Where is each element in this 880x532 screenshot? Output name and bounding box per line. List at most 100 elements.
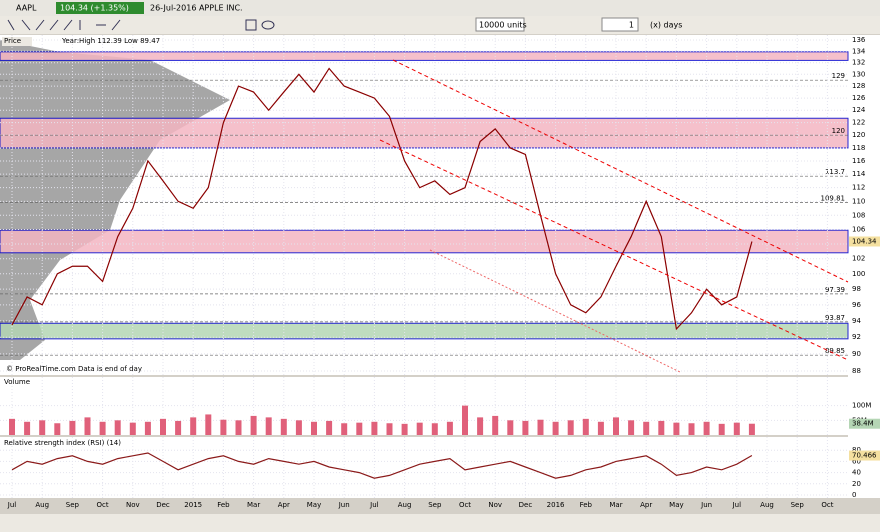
y-tick-label: 80 xyxy=(852,446,861,454)
zone xyxy=(0,322,849,340)
last-value-label: 70.466 xyxy=(852,452,877,460)
level-label: 109.81 xyxy=(821,195,846,203)
x-tick-label: Oct xyxy=(459,501,471,509)
y-tick-label: 126 xyxy=(852,94,866,102)
x-tick-label: Apr xyxy=(640,501,652,509)
price-info: Year:High 112.39 Low 89.47 xyxy=(61,37,160,45)
bar xyxy=(250,415,257,435)
level-label: 113.7 xyxy=(825,168,845,176)
bar xyxy=(235,420,242,435)
bar xyxy=(748,423,755,435)
x-tick-label: Aug xyxy=(398,501,412,509)
y-tick-label: 120 xyxy=(852,131,865,139)
y-tick-label: 128 xyxy=(852,82,865,90)
bar xyxy=(39,420,46,435)
bar xyxy=(84,417,91,435)
x-tick-label: Jun xyxy=(338,501,350,509)
y-tick-label: 100M xyxy=(852,402,871,410)
y-tick-label: 136 xyxy=(852,36,866,44)
bar xyxy=(205,414,212,435)
x-tick-label: Mar xyxy=(609,501,622,509)
bar xyxy=(507,420,514,435)
level-label: 97.39 xyxy=(825,286,845,294)
tool-icons[interactable] xyxy=(7,19,275,31)
symbol: AAPL xyxy=(16,4,37,13)
period-field[interactable] xyxy=(601,17,639,32)
y-tick-label: 40 xyxy=(852,469,861,477)
bar xyxy=(567,420,574,435)
bar xyxy=(416,422,423,435)
bar xyxy=(688,423,695,435)
y-tick-label: 134 xyxy=(852,47,866,55)
quote-bar xyxy=(0,0,880,16)
y-tick-label: 110 xyxy=(852,197,865,205)
quote: 104.34 (+1.35%) xyxy=(60,4,129,13)
bar xyxy=(673,422,680,435)
series-line xyxy=(11,452,753,479)
plot: 129 120 113.7 109.81 97.39 93.87 89.85 xyxy=(0,35,849,498)
y-tick-label: 122 xyxy=(852,119,865,127)
x-tick-label: Oct xyxy=(97,501,109,509)
zone xyxy=(0,117,849,149)
units-field[interactable] xyxy=(475,17,525,32)
x-tick-label: Jul xyxy=(369,501,379,509)
x-tick-label: 2015 xyxy=(184,501,202,509)
y-tick-label: 132 xyxy=(852,59,865,67)
y-tick-label: 0 xyxy=(852,491,856,499)
units: 10000 units xyxy=(479,21,527,30)
bar xyxy=(537,419,544,435)
rsi-label: Relative strength index (RSI) (14) xyxy=(4,439,121,447)
y-tick-label: 124 xyxy=(852,106,866,114)
series-line xyxy=(11,67,753,331)
bar xyxy=(597,421,604,435)
x-tick-label: Sep xyxy=(66,501,80,509)
last-value-box xyxy=(849,450,880,461)
last-value-label: 104.34 xyxy=(852,237,877,245)
y-tick-label: 112 xyxy=(852,184,865,192)
trend-line xyxy=(379,139,849,361)
x-tick-label: Dec xyxy=(519,501,533,509)
y-tick-label: 60 xyxy=(852,457,861,465)
bar xyxy=(114,420,121,435)
x-tick-label: Sep xyxy=(791,501,805,509)
x-tick-label: Apr xyxy=(278,501,290,509)
bar xyxy=(401,423,408,435)
bar xyxy=(386,423,393,435)
bar xyxy=(326,420,333,435)
bar xyxy=(462,405,468,435)
value-label: 38.4M xyxy=(852,420,874,428)
bar xyxy=(356,422,363,435)
x-tick-label: Oct xyxy=(821,501,833,509)
last-value-box xyxy=(849,236,880,247)
zone xyxy=(0,229,849,254)
bar xyxy=(160,418,166,435)
rsi-panel xyxy=(0,437,848,498)
bar xyxy=(190,417,197,435)
bar xyxy=(477,417,484,435)
y-tick-label: 130 xyxy=(852,70,865,78)
bar xyxy=(99,421,106,435)
x-tick-label: Feb xyxy=(217,501,230,509)
y-tick-label: 116 xyxy=(852,157,866,165)
bar xyxy=(733,422,740,435)
y-tick-label: 108 xyxy=(852,211,865,219)
x-tick-label: Nov xyxy=(488,501,502,509)
volume-label: Volume xyxy=(4,378,30,386)
bar xyxy=(492,415,499,435)
y-tick-label: 92 xyxy=(852,333,861,341)
y-tick-label: 100 xyxy=(852,270,865,278)
level-label: 93.87 xyxy=(825,314,845,322)
y-tick-label: 114 xyxy=(852,170,866,178)
bar xyxy=(703,421,710,435)
bar xyxy=(175,420,182,435)
y-tick-label: 98 xyxy=(852,285,861,293)
x-tick-label: Mar xyxy=(247,501,260,509)
bar xyxy=(613,417,619,435)
x-tick-label: Aug xyxy=(35,501,49,509)
bar xyxy=(522,420,529,435)
bar xyxy=(24,421,31,435)
bar xyxy=(718,423,725,435)
y-tick-label: 90 xyxy=(852,350,861,358)
x-tick-label: Jul xyxy=(732,501,742,509)
